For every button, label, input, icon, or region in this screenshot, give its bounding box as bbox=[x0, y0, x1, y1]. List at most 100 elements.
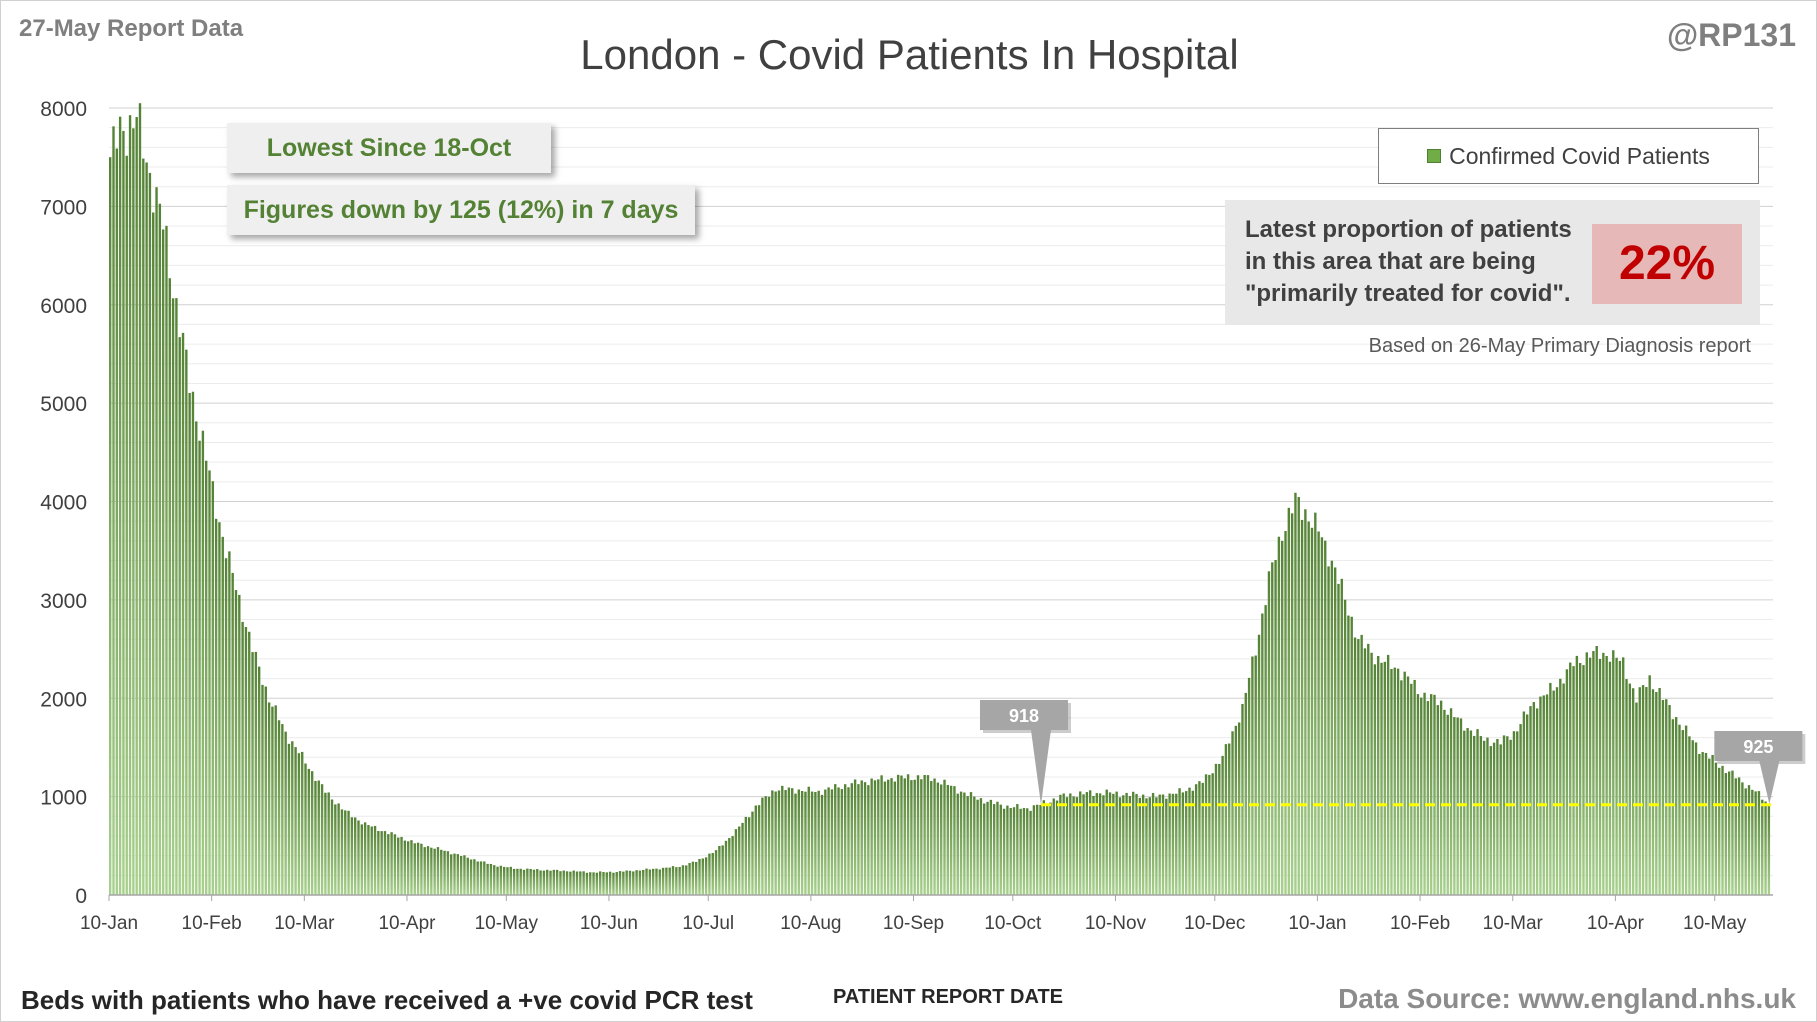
bar bbox=[1535, 708, 1539, 895]
bar bbox=[1459, 718, 1463, 895]
bar bbox=[310, 771, 314, 895]
bar bbox=[1555, 687, 1559, 895]
bar bbox=[1022, 807, 1026, 895]
bar bbox=[1734, 778, 1737, 895]
bar bbox=[387, 834, 390, 895]
bar bbox=[1148, 797, 1151, 895]
bar bbox=[1271, 562, 1274, 895]
bar bbox=[1175, 793, 1178, 895]
bar bbox=[294, 747, 297, 895]
bar bbox=[198, 440, 201, 895]
bar bbox=[238, 594, 241, 895]
bar bbox=[244, 627, 248, 895]
bar bbox=[1496, 739, 1499, 895]
bar bbox=[572, 870, 575, 895]
bar bbox=[1588, 657, 1592, 895]
bar bbox=[906, 774, 910, 895]
bar bbox=[1214, 763, 1218, 895]
bar bbox=[1347, 615, 1350, 895]
bar bbox=[791, 788, 794, 895]
bar bbox=[867, 785, 870, 895]
bar bbox=[373, 825, 377, 895]
bar bbox=[618, 871, 622, 895]
bar bbox=[754, 805, 757, 895]
bar bbox=[1085, 792, 1089, 895]
bar bbox=[900, 775, 903, 895]
bar bbox=[1095, 793, 1098, 895]
bar bbox=[1698, 753, 1701, 895]
x-tick-label: 10-Aug bbox=[780, 913, 841, 934]
bar bbox=[436, 847, 440, 895]
bar bbox=[456, 854, 460, 895]
author-handle: @RP131 bbox=[1666, 17, 1796, 53]
bar bbox=[943, 779, 946, 895]
bar bbox=[1324, 540, 1327, 895]
bar bbox=[698, 858, 701, 895]
bar bbox=[1045, 803, 1049, 895]
bar bbox=[1390, 668, 1393, 895]
bar bbox=[403, 840, 407, 895]
bar bbox=[1479, 736, 1483, 895]
bar bbox=[1350, 616, 1353, 895]
bar bbox=[1608, 661, 1612, 895]
bar bbox=[1231, 731, 1234, 895]
bar bbox=[109, 157, 112, 895]
bar bbox=[920, 779, 923, 895]
bar bbox=[314, 780, 317, 895]
bar bbox=[165, 225, 168, 896]
bar bbox=[1641, 685, 1645, 895]
bar bbox=[668, 867, 671, 895]
bar bbox=[1681, 730, 1684, 895]
bar bbox=[1386, 654, 1390, 895]
y-tick-label: 5000 bbox=[40, 393, 87, 416]
bar bbox=[383, 831, 387, 895]
bar bbox=[963, 792, 966, 895]
bar bbox=[810, 791, 814, 895]
bar bbox=[575, 871, 579, 895]
bar bbox=[1751, 789, 1754, 895]
bar bbox=[1065, 797, 1069, 895]
bar bbox=[1393, 667, 1396, 895]
bar bbox=[642, 869, 645, 895]
bar bbox=[661, 867, 665, 895]
bar bbox=[1184, 791, 1188, 895]
bar bbox=[1499, 744, 1502, 895]
bar bbox=[565, 871, 569, 895]
bar bbox=[1267, 571, 1271, 895]
bar bbox=[665, 867, 668, 895]
bar bbox=[380, 831, 383, 895]
bar bbox=[747, 817, 751, 895]
bar bbox=[506, 867, 509, 895]
bar bbox=[1320, 537, 1324, 895]
bar bbox=[847, 787, 850, 895]
bar bbox=[529, 868, 532, 895]
bar bbox=[996, 801, 999, 895]
bar bbox=[324, 792, 327, 895]
bar bbox=[1204, 774, 1208, 895]
annotation-label: 925 bbox=[1743, 737, 1773, 757]
x-axis-title: PATIENT REPORT DATE bbox=[833, 986, 1063, 1008]
bar bbox=[486, 863, 489, 895]
bar bbox=[827, 787, 830, 895]
bar bbox=[360, 824, 364, 895]
bar bbox=[1092, 796, 1095, 895]
bar bbox=[248, 631, 251, 895]
bar bbox=[334, 804, 337, 895]
bar bbox=[602, 872, 605, 895]
bar bbox=[1638, 687, 1641, 895]
bar bbox=[1691, 740, 1694, 895]
footer-description: Beds with patients who have received a +… bbox=[21, 985, 753, 1015]
bar bbox=[205, 460, 208, 895]
bar bbox=[1383, 661, 1387, 895]
bar bbox=[1006, 805, 1009, 895]
bar bbox=[651, 868, 655, 895]
proportion-description: Latest proportion of patients in this ar… bbox=[1245, 214, 1585, 310]
bar bbox=[552, 869, 556, 895]
bar bbox=[1737, 777, 1741, 895]
bar bbox=[317, 780, 320, 895]
bar bbox=[685, 865, 688, 895]
bar bbox=[1158, 794, 1161, 895]
bar bbox=[681, 865, 685, 895]
bar bbox=[1155, 797, 1158, 895]
